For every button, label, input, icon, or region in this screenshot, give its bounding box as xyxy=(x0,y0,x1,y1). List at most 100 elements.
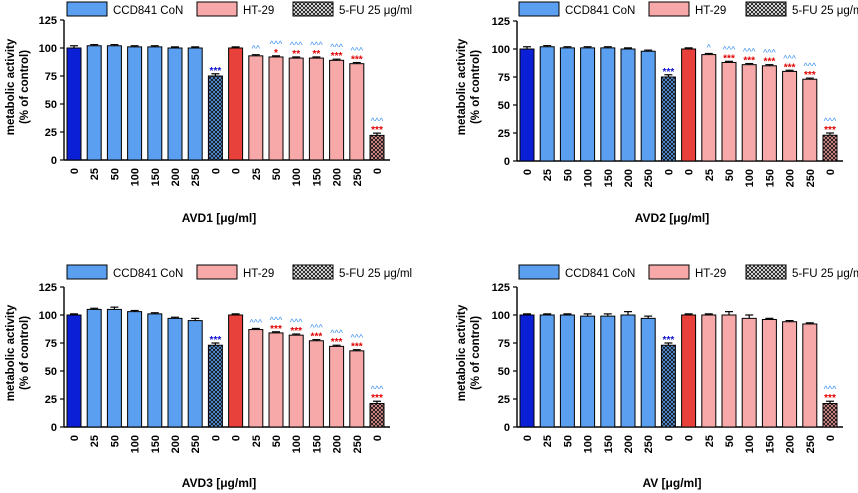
significance-stars: *** xyxy=(270,324,282,335)
bar xyxy=(741,317,757,428)
significance-stars: *** xyxy=(743,56,755,67)
x-tick-label: 50 xyxy=(109,435,121,447)
x-tick-label: 100 xyxy=(291,435,303,453)
significance-stars: *** xyxy=(723,53,735,64)
x-tick-label: 0 xyxy=(825,435,837,441)
x-tick-label: 0 xyxy=(684,169,696,175)
bar xyxy=(288,57,304,161)
y-tick-label: 125 xyxy=(492,16,510,28)
x-tick-label: 0 xyxy=(231,168,243,174)
legend: CCD841 CoN HT-29 5-FU 25 μg/ml xyxy=(66,1,412,17)
bar xyxy=(349,350,365,428)
significance-stars: *** xyxy=(290,326,302,337)
x-tick-label: 25 xyxy=(89,168,101,180)
significance-carets: ^^^ xyxy=(371,116,384,126)
bar xyxy=(559,47,575,162)
y-tick-label: 50 xyxy=(45,99,57,111)
x-tick-label: 0 xyxy=(372,168,384,174)
bar xyxy=(782,70,798,162)
x-tick-label: 150 xyxy=(603,169,615,187)
bar xyxy=(127,311,143,428)
panel-av: CCD841 CoN HT-29 5-FU 25 μg/ml metabolic… xyxy=(456,264,858,490)
legend-swatch-5fu xyxy=(292,264,334,280)
significance-stars: *** xyxy=(663,335,675,346)
y-axis-label-line2: (% of control) xyxy=(19,50,31,124)
bar xyxy=(167,317,183,428)
legend-swatch-5fu xyxy=(745,1,787,17)
x-tick-label: 250 xyxy=(190,435,202,453)
bar xyxy=(248,55,264,161)
x-tick-label: 25 xyxy=(704,435,716,447)
significance-stars: ** xyxy=(292,49,300,60)
y-tick-label: 100 xyxy=(39,43,57,55)
x-tick-label: 25 xyxy=(251,168,263,180)
bar xyxy=(329,59,345,161)
legend-swatch-ccd841 xyxy=(518,264,560,280)
bar xyxy=(268,56,284,161)
bar xyxy=(207,344,223,428)
bar xyxy=(660,344,676,428)
x-tick-label: 50 xyxy=(724,169,736,181)
x-axis-label: AVD1 [μg/ml] xyxy=(182,211,256,225)
y-tick-label: 0 xyxy=(51,422,57,434)
x-tick-label: 200 xyxy=(170,168,182,186)
significance-stars: * xyxy=(274,48,278,59)
y-axis-label-line2: (% of control) xyxy=(470,50,482,124)
y-tick-label: 0 xyxy=(504,156,510,168)
x-tick-label: 250 xyxy=(352,168,364,186)
x-tick-label: 25 xyxy=(542,435,554,447)
bar xyxy=(228,314,244,428)
bar xyxy=(620,314,636,428)
bar xyxy=(66,47,82,161)
plot-area: 0 25 50 75 100 125 0 25 50 100 150 200 250 0 *** 0 25 ^ 50… xyxy=(492,16,843,187)
bar xyxy=(248,329,264,428)
significance-carets: ^^^ xyxy=(350,46,363,56)
legend-label-ht29: HT-29 xyxy=(243,5,274,17)
bar xyxy=(106,308,122,428)
x-tick-label: 100 xyxy=(583,169,595,187)
significance-stars: *** xyxy=(351,342,363,353)
x-tick-label: 0 xyxy=(69,168,81,174)
y-tick-label: 100 xyxy=(492,44,510,56)
bar xyxy=(539,46,555,162)
significance-carets: ^^^ xyxy=(330,42,343,52)
significance-stars: *** xyxy=(824,393,836,404)
significance-stars: *** xyxy=(351,55,363,66)
legend-label-ccd841: CCD841 CoN xyxy=(565,268,635,280)
bar xyxy=(308,57,324,161)
y-tick-label: 100 xyxy=(39,310,57,322)
y-axis-label-line1: metabolic activity xyxy=(456,38,468,135)
bar xyxy=(782,321,798,428)
bar xyxy=(106,45,122,161)
x-tick-label: 200 xyxy=(623,169,635,187)
legend-label-5fu: 5-FU 25 μg/ml xyxy=(792,268,858,280)
panel-avd3: CCD841 CoN HT-29 5-FU 25 μg/ml metabolic… xyxy=(5,264,412,490)
legend-label-ht29: HT-29 xyxy=(695,268,726,280)
bar xyxy=(369,402,385,428)
significance-carets: ^^^ xyxy=(803,61,816,71)
significance-carets: ^^^ xyxy=(290,40,303,50)
bar xyxy=(519,48,535,162)
bar xyxy=(681,48,697,162)
x-tick-label: 25 xyxy=(89,435,101,447)
significance-carets: ^^^ xyxy=(824,116,837,126)
x-tick-label: 0 xyxy=(210,168,222,174)
x-tick-label: 200 xyxy=(170,435,182,453)
significance-stars: *** xyxy=(371,393,383,404)
legend: CCD841 CoN HT-29 5-FU 25 μg/ml xyxy=(518,1,858,17)
y-tick-label: 75 xyxy=(498,338,510,350)
x-tick-label: 25 xyxy=(704,169,716,181)
x-tick-label: 100 xyxy=(130,435,142,453)
x-tick-label: 100 xyxy=(130,168,142,186)
x-tick-label: 200 xyxy=(332,168,344,186)
significance-stars: *** xyxy=(331,337,343,348)
legend-label-ht29: HT-29 xyxy=(243,268,274,280)
x-tick-label: 0 xyxy=(663,169,675,175)
x-tick-label: 250 xyxy=(352,435,364,453)
x-tick-label: 0 xyxy=(684,435,696,441)
significance-stars: *** xyxy=(210,66,222,77)
y-tick-label: 75 xyxy=(498,72,510,84)
x-tick-label: 50 xyxy=(724,435,736,447)
